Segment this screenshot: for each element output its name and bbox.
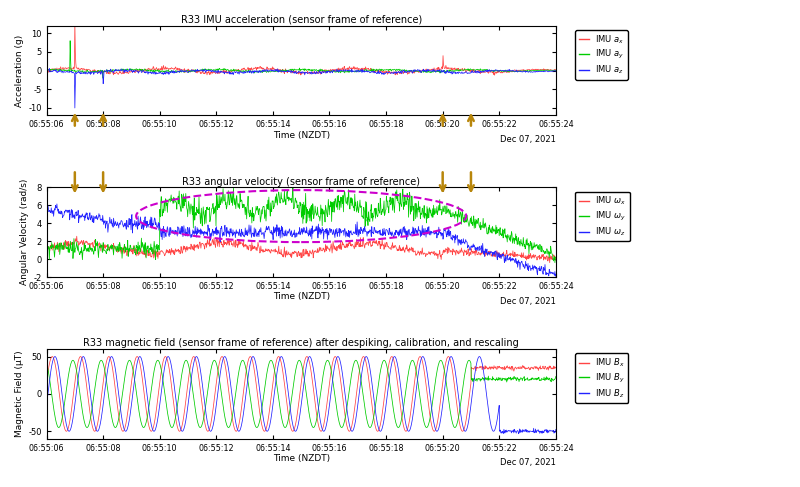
X-axis label: Time (NZDT): Time (NZDT) xyxy=(273,454,330,463)
Title: R33 IMU acceleration (sensor frame of reference): R33 IMU acceleration (sensor frame of re… xyxy=(181,15,422,25)
Legend: IMU $\omega_x$, IMU $\omega_y$, IMU $\omega_z$: IMU $\omega_x$, IMU $\omega_y$, IMU $\om… xyxy=(575,191,630,242)
Title: R33 magnetic field (sensor frame of reference) after despiking, calibration, and: R33 magnetic field (sensor frame of refe… xyxy=(83,338,519,348)
Text: Dec 07, 2021: Dec 07, 2021 xyxy=(500,458,556,468)
Title: R33 angular velocity (sensor frame of reference): R33 angular velocity (sensor frame of re… xyxy=(182,177,420,187)
Text: Dec 07, 2021: Dec 07, 2021 xyxy=(500,135,556,144)
X-axis label: Time (NZDT): Time (NZDT) xyxy=(273,292,330,301)
Legend: IMU $B_x$, IMU $B_y$, IMU $B_z$: IMU $B_x$, IMU $B_y$, IMU $B_z$ xyxy=(575,353,629,403)
Text: Dec 07, 2021: Dec 07, 2021 xyxy=(500,297,556,306)
Y-axis label: Acceleration (g): Acceleration (g) xyxy=(15,35,24,107)
X-axis label: Time (NZDT): Time (NZDT) xyxy=(273,131,330,140)
Y-axis label: Angular Velocity (rad/s): Angular Velocity (rad/s) xyxy=(20,179,30,285)
Legend: IMU $a_x$, IMU $a_y$, IMU $a_z$: IMU $a_x$, IMU $a_y$, IMU $a_z$ xyxy=(575,30,628,80)
Y-axis label: Magnetic Field (μT): Magnetic Field (μT) xyxy=(15,351,24,437)
